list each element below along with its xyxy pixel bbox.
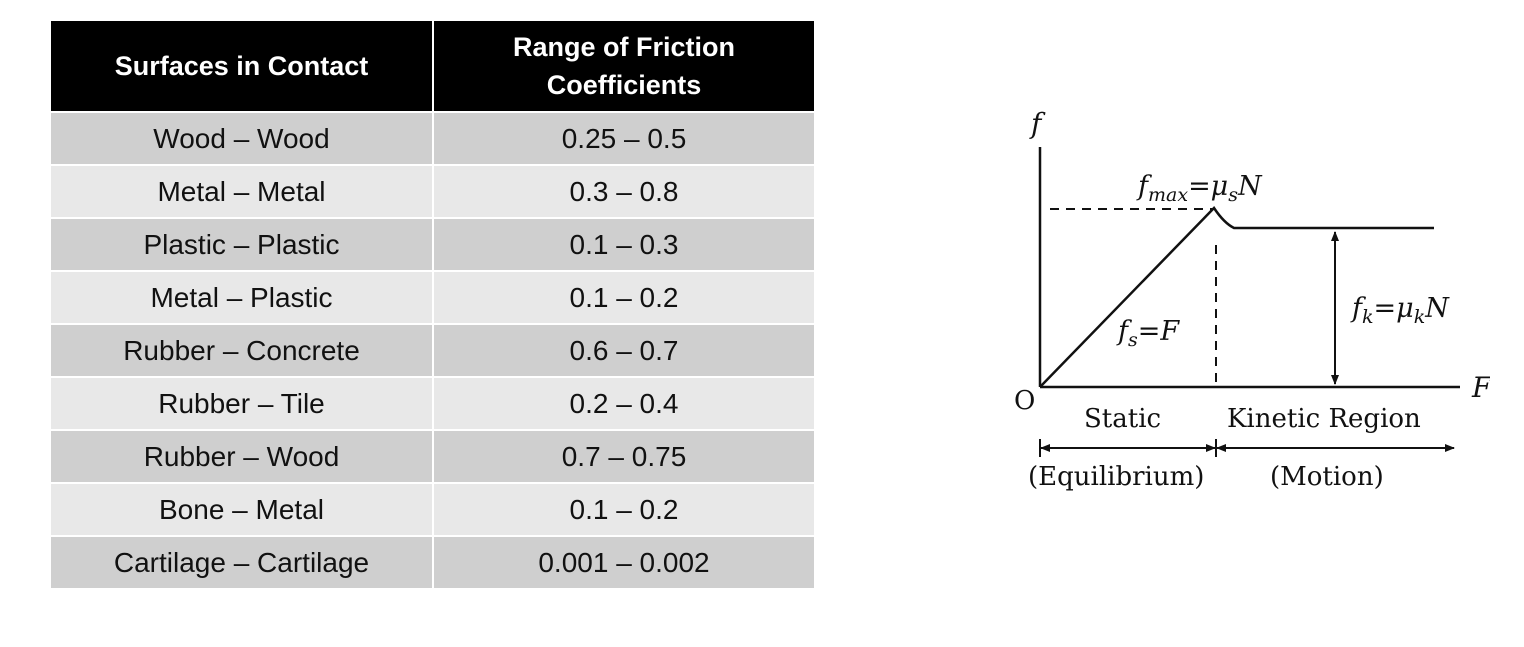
table-row: Rubber – Tile 0.2 – 0.4 — [49, 376, 816, 431]
fmax-label: fmax=μsN — [1136, 171, 1263, 206]
surfaces-cell: Metal – Metal — [49, 164, 434, 219]
range-cell: 0.1 – 0.3 — [432, 217, 816, 272]
fs-label: fs=F — [1116, 316, 1180, 351]
table-row: Cartilage – Cartilage 0.001 – 0.002 — [49, 535, 816, 590]
range-cell: 0.1 – 0.2 — [432, 482, 816, 537]
table-body: Wood – Wood 0.25 – 0.5 Metal – Metal 0.3 – … — [49, 111, 816, 590]
range-cell: 0.001 – 0.002 — [432, 535, 816, 590]
friction-force-diagram: f F O fmax=μsN fs=F fk=μkN Static Kineti… — [1014, 107, 1490, 492]
range-cell: 0.2 – 0.4 — [432, 376, 816, 431]
surfaces-cell: Wood – Wood — [49, 111, 434, 166]
surfaces-cell: Plastic – Plastic — [49, 217, 434, 272]
surfaces-cell: Bone – Metal — [49, 482, 434, 537]
table-row: Rubber – Wood 0.7 – 0.75 — [49, 429, 816, 484]
header-range: Range of Friction Coefficients — [432, 19, 816, 113]
static-label: Static — [1084, 404, 1161, 434]
origin-label: O — [1014, 386, 1035, 416]
header-range-line1: Range of Friction — [513, 32, 735, 62]
table-row: Bone – Metal 0.1 – 0.2 — [49, 482, 816, 537]
table-row: Rubber – Concrete 0.6 – 0.7 — [49, 323, 816, 378]
surfaces-cell: Rubber – Wood — [49, 429, 434, 484]
range-cell: 0.6 – 0.7 — [432, 323, 816, 378]
friction-coefficients-table: Surfaces in Contact Range of Friction Co… — [49, 19, 816, 590]
table-row: Metal – Metal 0.3 – 0.8 — [49, 164, 816, 219]
surfaces-cell: Cartilage – Cartilage — [49, 535, 434, 590]
range-cell: 0.25 – 0.5 — [432, 111, 816, 166]
motion-label: (Motion) — [1270, 462, 1384, 492]
equilibrium-label: (Equilibrium) — [1028, 462, 1204, 492]
surfaces-cell: Rubber – Tile — [49, 376, 434, 431]
table-header: Surfaces in Contact Range of Friction Co… — [49, 19, 816, 113]
range-cell: 0.3 – 0.8 — [432, 164, 816, 219]
header-row: Surfaces in Contact Range of Friction Co… — [49, 19, 816, 113]
header-range-line2: Coefficients — [546, 70, 702, 100]
surfaces-cell: Metal – Plastic — [49, 270, 434, 325]
table-row: Metal – Plastic 0.1 – 0.2 — [49, 270, 816, 325]
x-axis-label: F — [1471, 371, 1490, 404]
range-cell: 0.1 – 0.2 — [432, 270, 816, 325]
y-axis-label: f — [1029, 107, 1046, 140]
kinetic-region-label: Kinetic Region — [1227, 404, 1421, 434]
range-cell: 0.7 – 0.75 — [432, 429, 816, 484]
friction-curve — [1039, 206, 1434, 388]
table-row: Plastic – Plastic 0.1 – 0.3 — [49, 217, 816, 272]
table-row: Wood – Wood 0.25 – 0.5 — [49, 111, 816, 166]
header-surfaces: Surfaces in Contact — [49, 19, 434, 113]
fk-label: fk=μkN — [1350, 293, 1450, 328]
surfaces-cell: Rubber – Concrete — [49, 323, 434, 378]
